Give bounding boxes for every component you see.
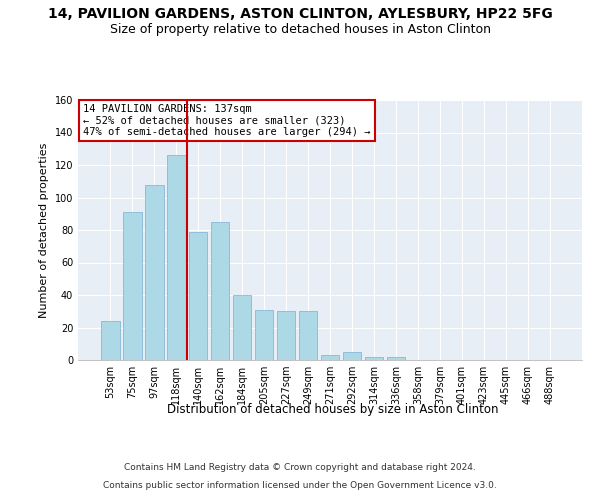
Text: 14 PAVILION GARDENS: 137sqm
← 52% of detached houses are smaller (323)
47% of se: 14 PAVILION GARDENS: 137sqm ← 52% of det…	[83, 104, 371, 137]
Text: Size of property relative to detached houses in Aston Clinton: Size of property relative to detached ho…	[110, 22, 491, 36]
Bar	[365, 357, 383, 360]
Bar	[299, 311, 317, 360]
Y-axis label: Number of detached properties: Number of detached properties	[39, 142, 49, 318]
Bar	[189, 232, 208, 360]
Text: Contains HM Land Registry data © Crown copyright and database right 2024.: Contains HM Land Registry data © Crown c…	[124, 464, 476, 472]
Bar	[386, 357, 405, 360]
Bar	[320, 355, 340, 360]
Bar	[123, 212, 142, 360]
Bar	[101, 321, 119, 360]
Bar	[277, 311, 295, 360]
Text: Contains public sector information licensed under the Open Government Licence v3: Contains public sector information licen…	[103, 481, 497, 490]
Bar	[145, 184, 164, 360]
Text: Distribution of detached houses by size in Aston Clinton: Distribution of detached houses by size …	[167, 402, 499, 415]
Bar	[167, 155, 185, 360]
Bar	[255, 310, 274, 360]
Text: 14, PAVILION GARDENS, ASTON CLINTON, AYLESBURY, HP22 5FG: 14, PAVILION GARDENS, ASTON CLINTON, AYL…	[47, 8, 553, 22]
Bar	[211, 222, 229, 360]
Bar	[343, 352, 361, 360]
Bar	[233, 295, 251, 360]
